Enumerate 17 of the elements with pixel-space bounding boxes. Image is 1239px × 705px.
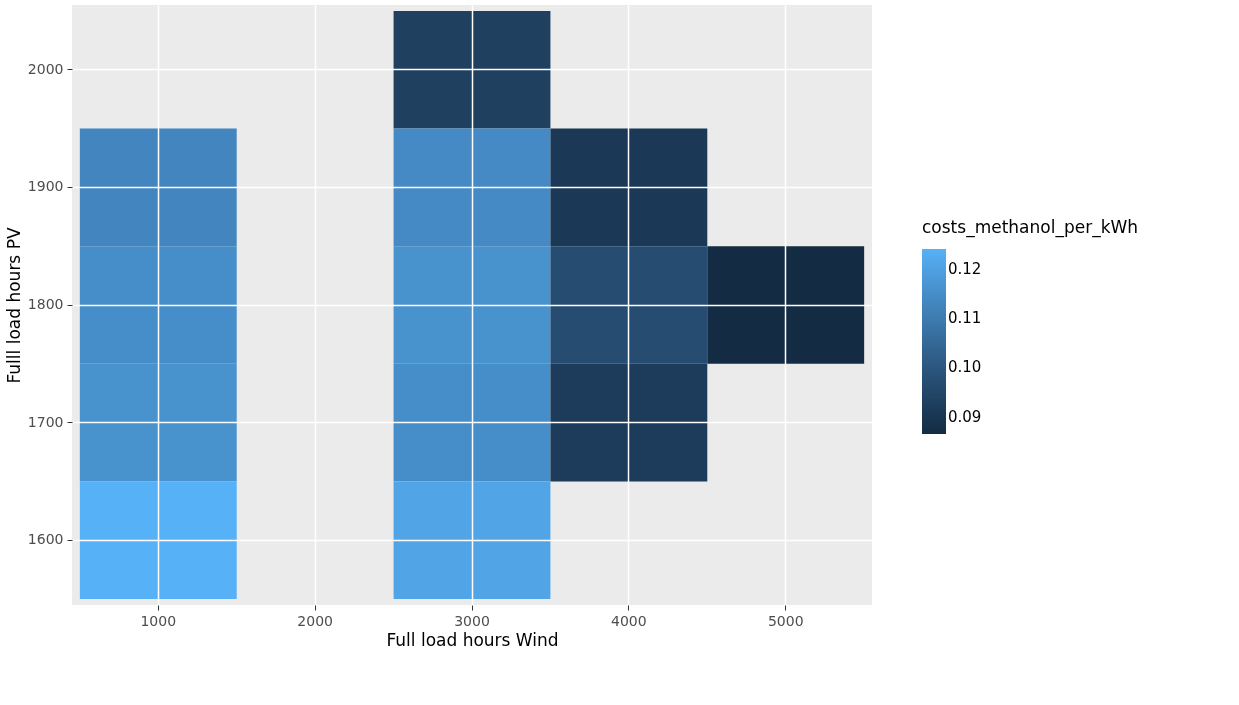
x-tick-label: 3000	[454, 612, 490, 629]
x-tick-label: 1000	[140, 612, 177, 629]
x-axis-title: Full load hours Wind	[386, 629, 559, 650]
y-tick-label: 1800	[27, 296, 64, 312]
x-tick-label: 2000	[297, 612, 333, 629]
x-tick-label: 4000	[611, 612, 647, 629]
y-tick-label: 1900	[27, 178, 64, 195]
color-bar-label: 0.09	[948, 407, 982, 426]
x-tick-label: 5000	[767, 612, 804, 629]
color-bar-label: 0.11	[948, 309, 982, 328]
color-bar-label: 0.10	[948, 358, 982, 377]
y-tick-label: 2000	[27, 60, 64, 77]
y-tick-label: 1600	[27, 531, 64, 548]
y-tick-label: 1700	[27, 413, 64, 430]
legend-title: costs_methanol_per_kWh	[922, 217, 1139, 238]
y-axis-title: Fulll load hours PV	[3, 227, 24, 384]
color-bar-label: 0.12	[948, 259, 982, 278]
